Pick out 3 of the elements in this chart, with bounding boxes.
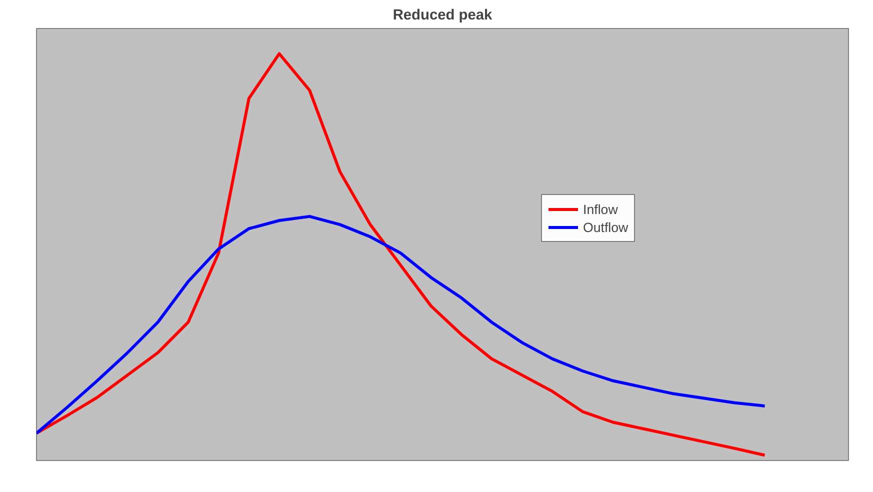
legend-label: Outflow xyxy=(583,219,628,235)
legend-label: Inflow xyxy=(583,201,618,217)
chart-title: Reduced peak xyxy=(392,8,494,24)
